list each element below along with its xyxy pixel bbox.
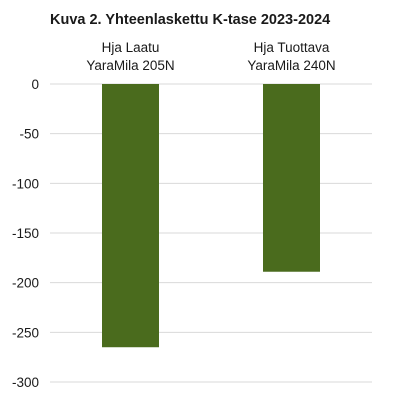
y-tick-label: 0 [31,77,39,92]
bar [263,84,320,272]
category-label: YaraMila 205N [86,58,174,73]
y-tick-label: -200 [12,276,39,291]
y-tick-label: -250 [12,325,39,340]
category-label: Hja Tuottava [254,40,330,55]
y-tick-label: -300 [12,375,39,390]
bars [102,84,320,348]
y-tick-label: -100 [12,176,39,191]
category-labels: Hja Laatu YaraMila 205N Hja Tuottava YaraMi… [86,40,335,73]
category-label: Hja Laatu [102,40,160,55]
category-label: YaraMila 240N [247,58,335,73]
gridlines [50,83,372,383]
y-tick-label: -50 [19,127,39,142]
bar [102,84,159,348]
chart-title: Kuva 2. Yhteenlaskettu K-tase 2023-2024 [50,12,330,28]
y-axis-tick-labels: 0 -50 -100 -150 -200 -250 -300 [12,77,39,390]
y-tick-label: -150 [12,226,39,241]
